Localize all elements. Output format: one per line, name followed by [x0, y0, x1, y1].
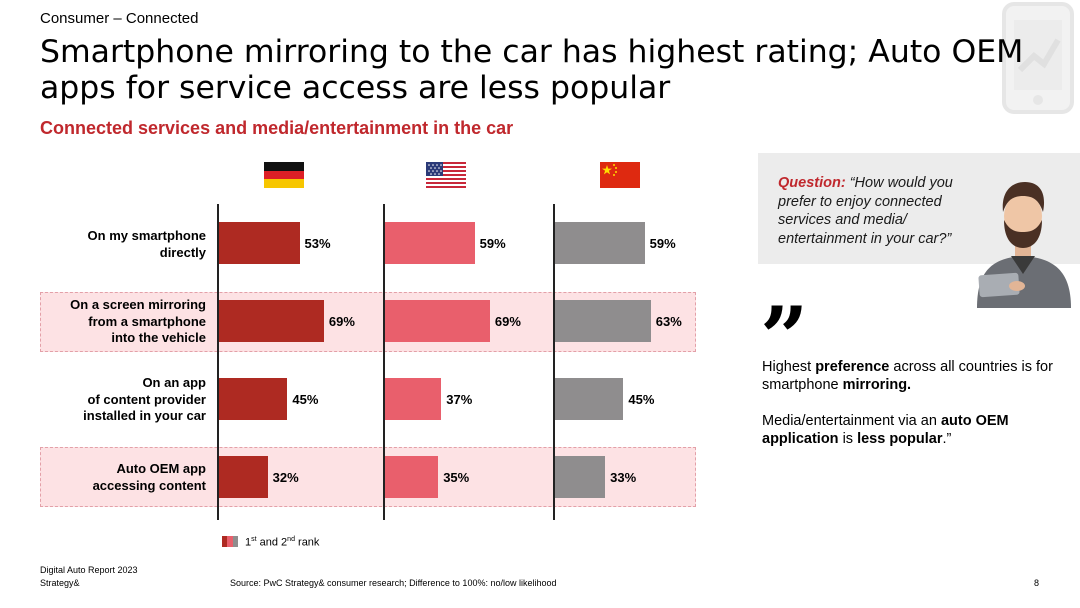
- legend-swatch: [222, 536, 238, 547]
- person-with-tablet-icon: [977, 182, 1071, 308]
- usa-flag-icon: [426, 162, 466, 188]
- bar-usa-3: [385, 456, 439, 498]
- section-kicker: Consumer – Connected: [40, 10, 199, 27]
- category-label-oem-app: Auto OEM app accessing content: [40, 461, 206, 494]
- insight-paragraph-1: Highest preference across all countries …: [762, 358, 1062, 394]
- value-label-china-0: 59%: [649, 236, 676, 251]
- insight-text: Highest preference across all countries …: [762, 358, 1062, 466]
- page-title: Smartphone mirroring to the car has high…: [40, 34, 1024, 106]
- footer-report: Digital Auto Report 2023: [40, 565, 138, 575]
- bar-germany-0: [219, 222, 300, 264]
- value-label-china-1: 63%: [655, 314, 682, 329]
- value-label-germany-2: 45%: [292, 392, 319, 407]
- bar-usa-0: [385, 222, 475, 264]
- category-label-line: installed in your car: [83, 408, 206, 423]
- value-label-usa-1: 69%: [494, 314, 521, 329]
- axis-usa: [383, 204, 385, 520]
- quote-mark: ”: [760, 288, 809, 387]
- axis-china: [553, 204, 555, 520]
- axis-germany: [217, 204, 219, 520]
- bar-china-0: [555, 222, 645, 264]
- bar-china-1: [555, 300, 651, 342]
- page-number: 8: [1034, 578, 1040, 588]
- value-label-usa-3: 35%: [443, 470, 470, 485]
- value-label-germany-1: 69%: [328, 314, 355, 329]
- value-label-china-3: 33%: [610, 470, 637, 485]
- category-label-line: from a smartphone: [88, 313, 206, 329]
- question-text: Question: “How would you prefer to enjoy…: [778, 174, 978, 248]
- legend-suffix-nd: nd: [287, 536, 295, 543]
- category-label-line: directly: [159, 244, 206, 260]
- value-label-germany-0: 53%: [304, 236, 331, 251]
- bar-china-2: [555, 378, 624, 420]
- category-label-content-app: On an app of content provider installed in…: [40, 375, 206, 425]
- category-label-line: On an app: [142, 375, 206, 390]
- question-label: Question:: [778, 175, 846, 191]
- bar-germany-1: [219, 300, 324, 342]
- legend-suffix-st: st: [251, 536, 257, 543]
- value-label-germany-3: 32%: [272, 470, 299, 485]
- legend-rank-1: 1: [245, 536, 252, 549]
- category-label-line: Auto OEM app: [116, 461, 206, 476]
- insight-text-run: .”: [942, 431, 952, 447]
- category-label-line: into the vehicle: [111, 330, 206, 345]
- insight-text-run: is: [838, 431, 858, 447]
- category-label-line: On a screen mirroring: [70, 297, 206, 312]
- value-label-usa-0: 59%: [479, 236, 506, 251]
- bar-china-3: [555, 456, 606, 498]
- legend-swatch-germany: [222, 536, 228, 547]
- footer-source: Source: PwC Strategy& consumer research;…: [230, 578, 557, 588]
- insight-text-run: Media/entertainment via an: [762, 413, 941, 429]
- footer-brand: Strategy&: [40, 578, 80, 588]
- value-label-usa-2: 37%: [446, 392, 473, 407]
- chart-subtitle: Connected services and media/entertainme…: [40, 118, 514, 138]
- category-label-smartphone: On my smartphone directly: [40, 228, 206, 261]
- category-label-mirroring: On a screen mirroring from a smartphone in…: [40, 297, 206, 347]
- insight-bold: preference: [815, 359, 890, 375]
- bar-usa-2: [385, 378, 442, 420]
- bar-usa-1: [385, 300, 490, 342]
- germany-flag-icon: [264, 162, 304, 188]
- category-label-line: accessing content: [92, 477, 206, 493]
- insight-bold: less popular: [857, 431, 943, 447]
- legend-rank: rank: [294, 536, 320, 549]
- smartphone-icon: [1002, 2, 1074, 114]
- legend-swatch-china: [232, 536, 238, 547]
- category-label-line: of content provider: [87, 391, 206, 407]
- category-label-line: On my smartphone: [87, 228, 206, 243]
- legend-and: and 2: [256, 536, 288, 549]
- bar-germany-3: [219, 456, 268, 498]
- question-body: “How would you prefer to enjoy connected…: [778, 175, 953, 247]
- insight-bold: auto OEM application: [762, 413, 1009, 447]
- insight-text-run: across all countries is for smartphone: [762, 359, 1053, 393]
- value-label-china-2: 45%: [628, 392, 655, 407]
- insight-text-run: Highest: [762, 359, 816, 375]
- insight-paragraph-2: Media/entertainment via an auto OEM appl…: [762, 412, 1062, 448]
- china-flag-icon: [600, 162, 640, 188]
- bar-germany-2: [219, 378, 288, 420]
- insight-bold: mirroring.: [842, 377, 912, 393]
- legend-label: 1st and 2nd rank: [245, 536, 319, 549]
- legend-swatch-usa: [227, 536, 233, 547]
